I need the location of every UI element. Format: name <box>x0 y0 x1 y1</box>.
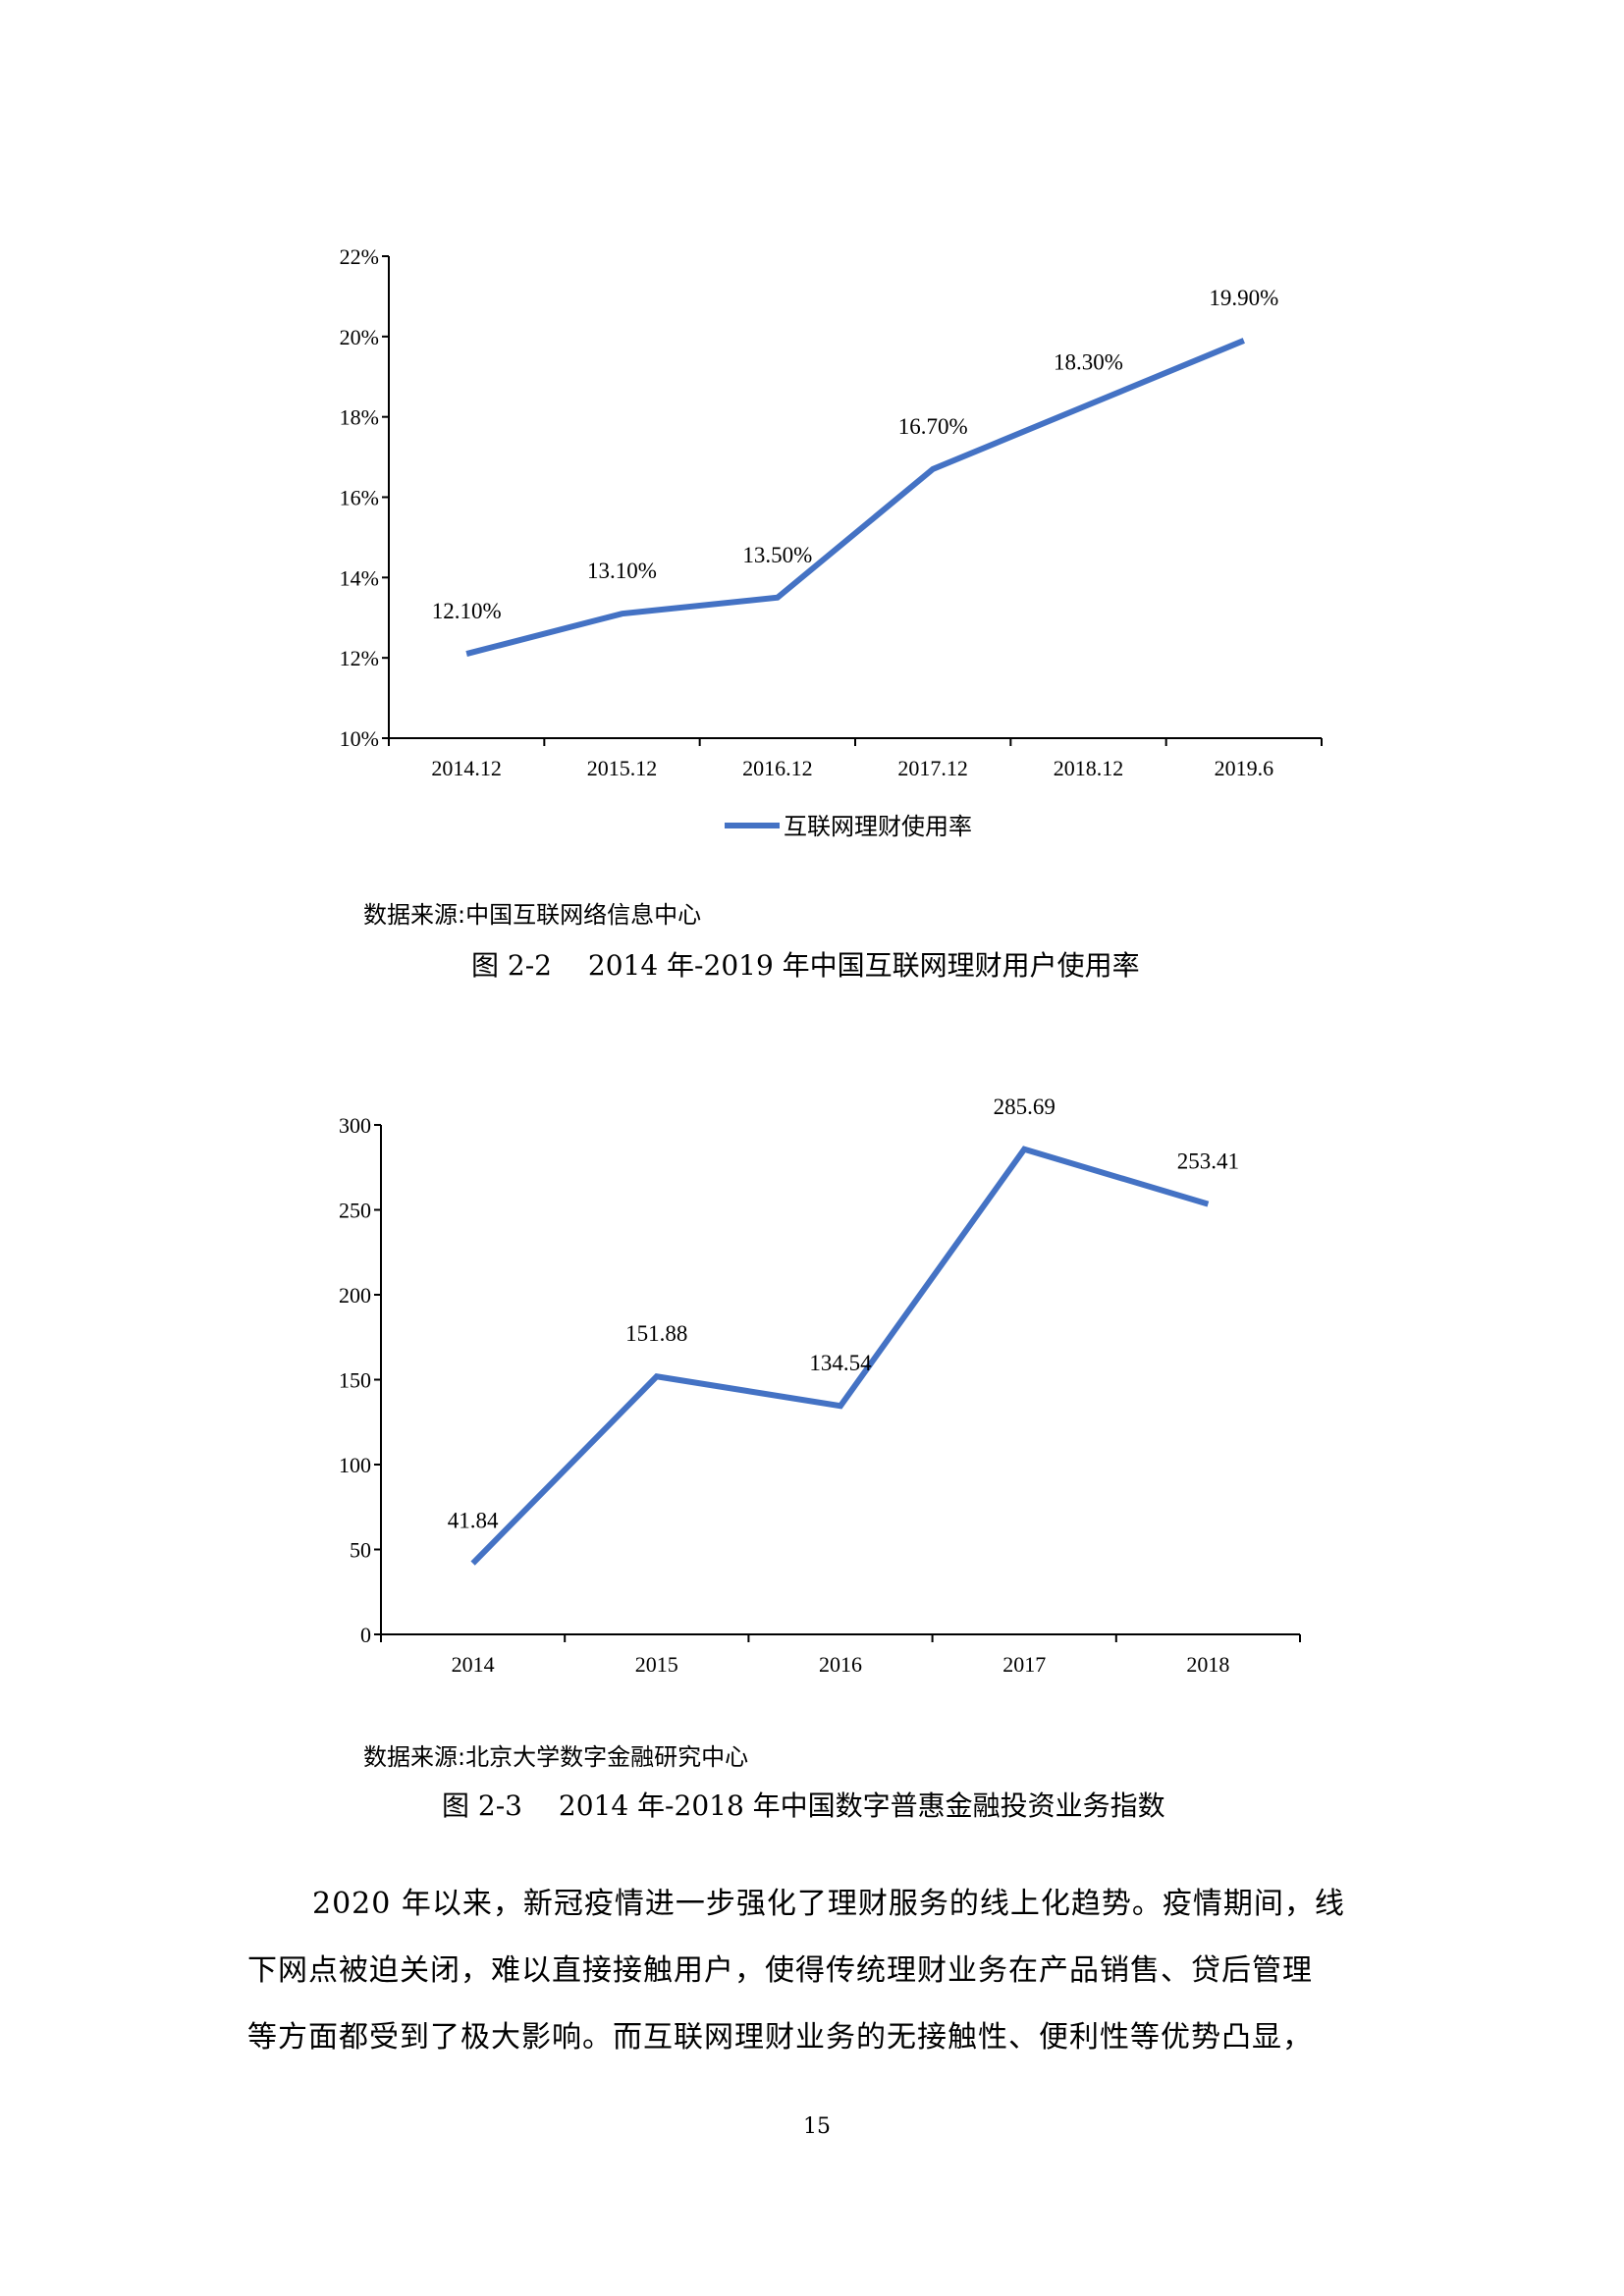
y-tick-label: 18% <box>340 405 379 430</box>
chart-digital-inclusive-finance-index: 0 50 100 150 200 250 300 2014 2015 2016 2017 2018 41… <box>339 1095 1301 1677</box>
y-tick-label: 250 <box>339 1199 371 1223</box>
x-tick-label: 2018 <box>1186 1652 1229 1677</box>
x-tick-label: 2017.12 <box>897 756 968 780</box>
y-tick-label: 300 <box>339 1113 371 1138</box>
y-tick-label: 0 <box>360 1623 371 1647</box>
y-tick-label: 12% <box>340 646 379 670</box>
data-label: 253.41 <box>1177 1149 1239 1174</box>
y-tick-label: 14% <box>340 565 379 590</box>
y-tick-label: 100 <box>339 1453 371 1477</box>
y-tick-label: 20% <box>340 325 379 349</box>
x-tick-label: 2014.12 <box>431 756 502 780</box>
x-tick-label: 2016 <box>819 1652 862 1677</box>
page-number: 15 <box>803 2114 831 2139</box>
x-tick-label: 2017 <box>1002 1652 1046 1677</box>
figure2-caption: 图 2-3 2014 年-2018 年中国数字普惠金融投资业务指数 <box>442 1789 1165 1822</box>
series-line <box>470 1146 1210 1566</box>
y-tick-label: 22% <box>340 244 379 269</box>
y-tick-label: 150 <box>339 1368 371 1393</box>
x-tick-label: 2018.12 <box>1054 756 1124 780</box>
figure2-source: 数据来源:北京大学数字金融研究中心 <box>363 1743 749 1771</box>
data-label: 19.90% <box>1209 286 1278 310</box>
figure1-source: 数据来源:中国互联网络信息中心 <box>363 901 702 929</box>
data-label: 151.88 <box>625 1321 687 1346</box>
data-label: 13.10% <box>587 559 657 583</box>
paragraph-line-2: 下网点被迫关闭，难以直接接触用户，使得传统理财业务在产品销售、贷后管理 <box>247 1953 1313 1988</box>
x-tick-label: 2015 <box>635 1652 678 1677</box>
y-tick-label: 200 <box>339 1283 371 1308</box>
x-tick-label: 2014 <box>452 1652 495 1677</box>
data-label: 41.84 <box>448 1509 499 1533</box>
data-label: 13.50% <box>742 543 812 567</box>
legend-label: 互联网理财使用率 <box>784 814 972 840</box>
figure1-caption: 图 2-2 2014 年-2019 年中国互联网理财用户使用率 <box>471 949 1140 982</box>
x-tick-label: 2015.12 <box>587 756 658 780</box>
y-tick-label: 10% <box>340 726 379 751</box>
series-line <box>465 338 1245 657</box>
paragraph-line-3: 等方面都受到了极大影响。而互联网理财业务的无接触性、便利性等优势凸显， <box>247 2020 1313 2055</box>
data-label: 285.69 <box>994 1095 1056 1119</box>
data-label: 16.70% <box>898 414 968 439</box>
data-label: 18.30% <box>1054 349 1123 374</box>
paragraph-line-1: 2020 年以来，新冠疫情进一步强化了理财服务的线上化趋势。疫情期间，线 <box>312 1887 1345 1921</box>
y-tick-label: 50 <box>350 1538 371 1563</box>
data-label: 12.10% <box>432 599 502 623</box>
y-tick-label: 16% <box>340 486 379 510</box>
x-tick-label: 2016.12 <box>742 756 813 780</box>
chart-internet-finance-usage-rate: 10% 12% 14% 16% 18% 20% 22% 2014.12 2015.12 2016.… <box>340 244 1323 840</box>
data-label: 134.54 <box>809 1351 872 1375</box>
x-tick-label: 2019.6 <box>1215 756 1274 780</box>
